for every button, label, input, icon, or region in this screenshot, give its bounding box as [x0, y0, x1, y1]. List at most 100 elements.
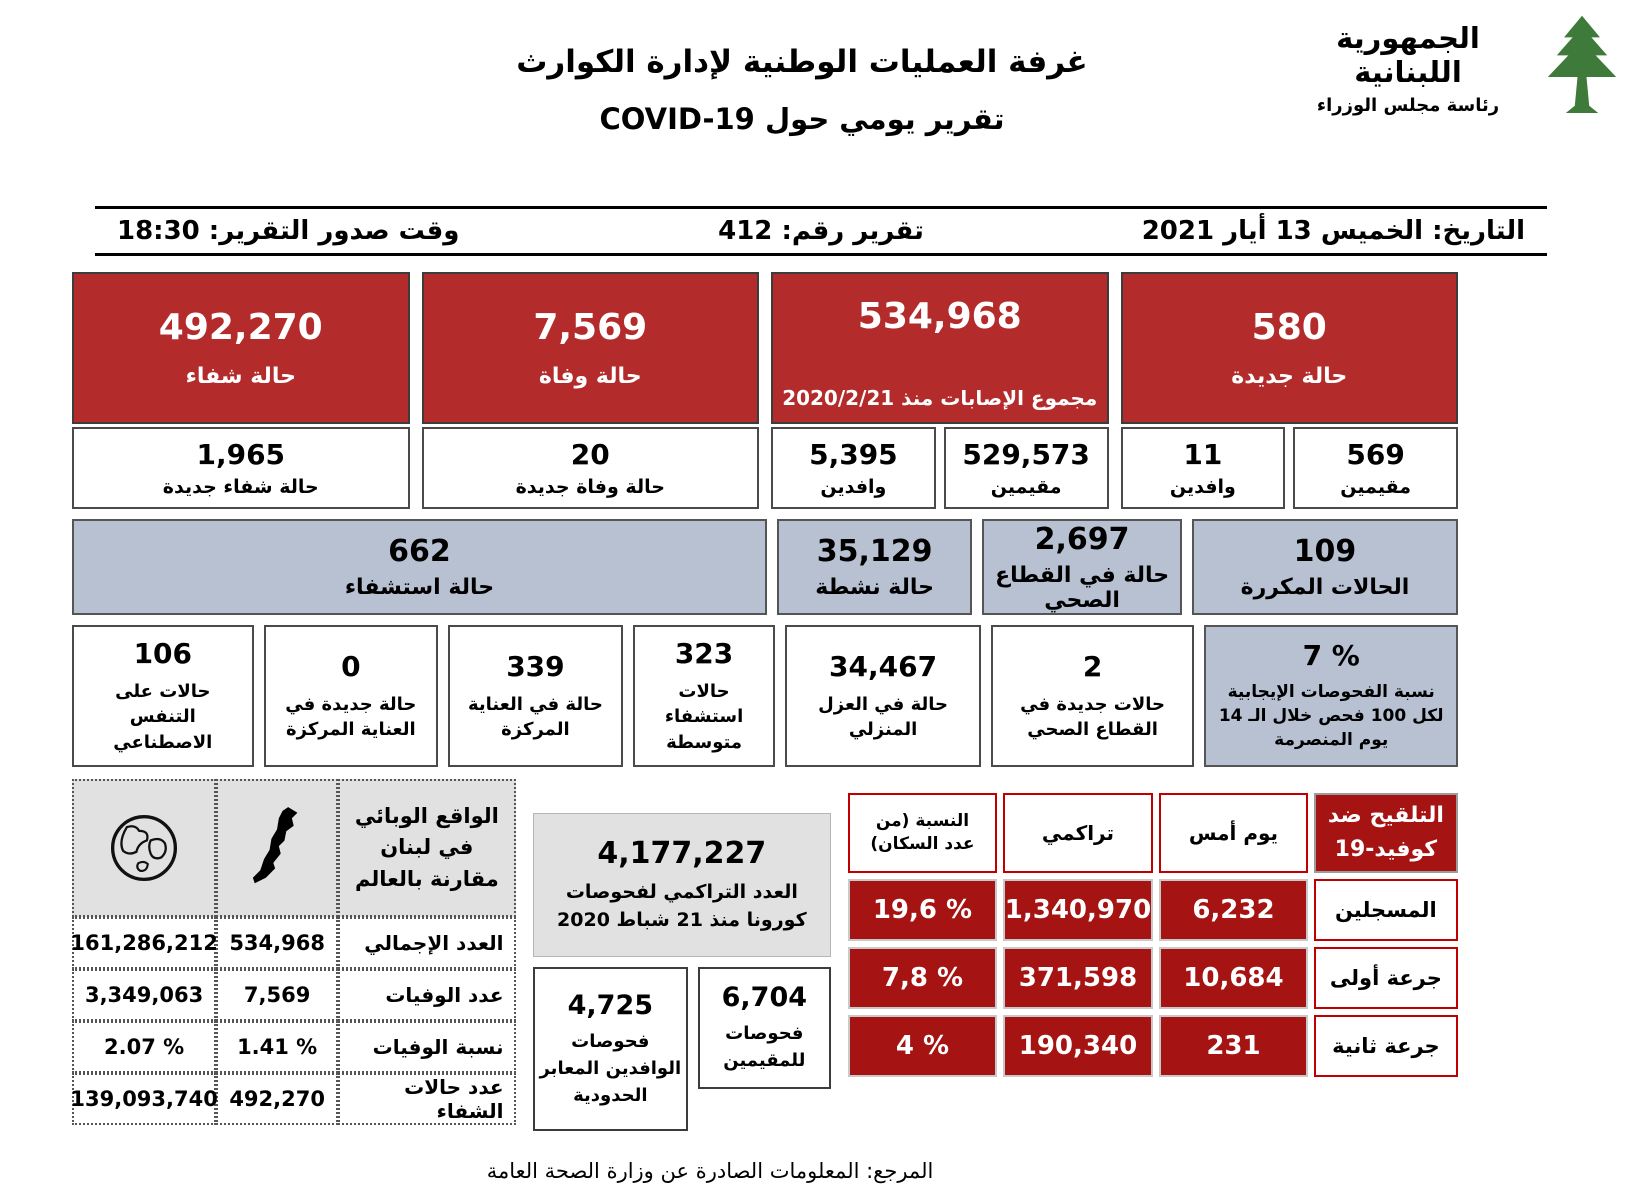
comparison-total-world: 161,286,212: [70, 917, 218, 969]
total-cases-card: 534,968 مجموع الإصابات منذ 2020/2/21: [771, 272, 1109, 424]
world-comparison-table: الواقع الوبائي في لبنان مقارنة بالعالم: [70, 779, 516, 1125]
icu-box: 339 حالة في العناية المركزة: [448, 625, 623, 767]
comparison-total-lebanon: 534,968: [216, 917, 339, 969]
icu-label: حالة في العناية المركزة: [468, 693, 603, 740]
new-cases-arrivals-label: وافدين: [1169, 476, 1236, 498]
arrival-tests-label: فحوصات الوافدين المعابر الحدودية: [539, 1030, 682, 1106]
logo-text: الجمهورية اللبنانية رئاسة مجلس الوزراء: [1288, 21, 1528, 116]
new-health-sector-box: 2 حالات جديدة في القطاع الصحي: [990, 625, 1195, 767]
resident-tests-value: 6,704: [721, 982, 808, 1013]
comparison-recovered-world: 139,093,740: [70, 1073, 218, 1125]
ventilated-box: 106 حالات على التنفس الاصطناعي: [72, 625, 254, 767]
vaccination-table: التلقيح ضد كوفيد-19 يوم أمس تراكمي النسب…: [848, 793, 1458, 1077]
vaccination-row-first-dose-label: جرعة أولى: [1313, 947, 1458, 1009]
new-recovered-label: حالة شفاء جديدة: [162, 476, 319, 498]
report-header: الجمهورية اللبنانية رئاسة مجلس الوزراء غ…: [0, 0, 1642, 196]
new-cases-breakdown: 569 مقيمين 11 وافدين: [1120, 427, 1458, 509]
vaccination-first-dose-cumulative: 371,598: [1002, 947, 1154, 1009]
deaths-card: 7,569 حالة وفاة: [421, 272, 759, 424]
total-arrivals-label: وافدين: [820, 476, 887, 498]
home-isolation-label: حالة في العزل المنزلي: [818, 693, 948, 740]
new-recovered-value: 1,965: [196, 438, 286, 471]
report-number: تقرير رقم: 412: [718, 216, 924, 246]
total-cases-breakdown: 529,573 مقيمين 5,395 وافدين: [771, 427, 1109, 509]
home-isolation-value: 34,467: [829, 649, 938, 683]
total-cases-column: 534,968 مجموع الإصابات منذ 2020/2/21 529…: [771, 272, 1109, 509]
report-body: 580 حالة جديدة 569 مقيمين 11 وافدين 5: [70, 272, 1458, 1131]
org-name: الجمهورية اللبنانية: [1336, 20, 1481, 89]
detail-row: 7 % نسبة الفحوصات الإيجابية لكل 100 فحص …: [72, 625, 1458, 767]
status-row: 109 الحالات المكررة 2,697 حالة في القطاع…: [72, 519, 1458, 615]
new-deaths-label: حالة وفاة جديدة: [515, 476, 665, 498]
vaccination-registered-yesterday: 6,232: [1159, 879, 1308, 941]
new-cases-arrivals-value: 11: [1183, 438, 1223, 471]
positivity-rate-label: نسبة الفحوصات الإيجابية لكل 100 فحص خلال…: [1218, 682, 1444, 750]
home-isolation-box: 34,467 حالة في العزل المنزلي: [785, 625, 981, 767]
comparison-recovered-label: عدد حالات الشفاء: [338, 1073, 516, 1125]
comparison-death-rate-world: 2.07 %: [72, 1021, 217, 1073]
repeated-cases-label: الحالات المكررة: [1240, 575, 1410, 600]
total-arrivals-value: 5,395: [809, 438, 898, 471]
summary-cards-row: 580 حالة جديدة 569 مقيمين 11 وافدين 5: [72, 272, 1458, 509]
total-residents-label: مقيمين: [990, 476, 1062, 498]
repeated-cases-box: 109 الحالات المكررة: [1191, 519, 1458, 615]
new-cases-residents-label: مقيمين: [1340, 476, 1412, 498]
new-cases-card: 580 حالة جديدة: [1120, 272, 1458, 424]
deaths-label: حالة وفاة: [538, 364, 642, 389]
new-health-sector-label: حالات جديدة في القطاع الصحي: [1020, 693, 1166, 740]
report-meta-bar: التاريخ: الخميس 13 أيار 2021 تقرير رقم: …: [95, 206, 1547, 256]
total-cases-label: مجموع الإصابات منذ 2020/2/21: [782, 386, 1098, 410]
cumulative-tests-label: العدد التراكمي لفحوصات كورونا منذ 21 شبا…: [557, 880, 807, 932]
comparison-death-rate-label: نسبة الوفيات: [338, 1021, 516, 1073]
globe-icon: [111, 814, 178, 882]
active-cases-value: 35,129: [816, 534, 933, 569]
positivity-rate-value: 7 %: [1302, 639, 1360, 673]
positivity-rate-box: 7 % نسبة الفحوصات الإيجابية لكل 100 فحص …: [1204, 625, 1458, 767]
new-health-sector-value: 2: [1082, 649, 1103, 683]
comparison-death-rate-lebanon: 1.41 %: [216, 1021, 339, 1073]
comparison-title: الواقع الوبائي في لبنان مقارنة بالعالم: [354, 803, 499, 891]
vaccination-col-yesterday: يوم أمس: [1159, 793, 1308, 873]
reference-footer: المرجع: المعلومات الصادرة عن وزارة الصحة…: [0, 1159, 1420, 1183]
deaths-breakdown: 20 حالة وفاة جديدة: [421, 427, 759, 509]
deaths-value: 7,569: [533, 307, 648, 348]
total-residents-value: 529,573: [962, 438, 1090, 471]
new-icu-value: 0: [341, 649, 361, 683]
vaccination-title: التلقيح ضد كوفيد-19: [1313, 793, 1458, 873]
recovered-label: حالة شفاء: [185, 364, 296, 389]
arrival-tests-value: 4,725: [567, 989, 654, 1021]
vaccination-first-dose-percent: 7,8 %: [848, 947, 997, 1009]
deaths-column: 7,569 حالة وفاة 20 حالة وفاة جديدة: [421, 272, 759, 509]
tests-breakdown: 6,704 فحوصات للمقيمين 4,725 فحوصات الواف…: [532, 967, 831, 1131]
vaccination-row-second-dose-label: جرعة ثانية: [1313, 1015, 1458, 1077]
new-cases-label: حالة جديدة: [1231, 364, 1348, 389]
comparison-deaths-world: 3,349,063: [72, 969, 217, 1021]
comparison-world-cell: [72, 779, 217, 917]
new-cases-residents-value: 569: [1346, 438, 1405, 471]
comparison-deaths-label: عدد الوفيات: [338, 969, 516, 1021]
ventilated-value: 106: [133, 637, 193, 671]
new-icu-label: حالة جديدة في العناية المركزة: [285, 693, 417, 740]
comparison-recovered-lebanon: 492,270: [216, 1073, 339, 1125]
moderate-hospital-box: 323 حالات استشفاء متوسطة: [632, 625, 776, 767]
total-residents-card: 529,573 مقيمين: [943, 427, 1109, 509]
cedar-tree-icon: [1547, 15, 1617, 113]
hospitalized-box: 662 حالة استشفاء: [72, 519, 767, 615]
total-arrivals-card: 5,395 وافدين: [771, 427, 936, 509]
new-cases-column: 580 حالة جديدة 569 مقيمين 11 وافدين: [1120, 272, 1458, 509]
bottom-section: التلقيح ضد كوفيد-19 يوم أمس تراكمي النسب…: [70, 779, 1458, 1131]
health-sector-cases-value: 2,697: [1034, 521, 1130, 557]
report-issue-time: وقت صدور التقرير: 18:30: [116, 216, 460, 246]
new-recovered-card: 1,965 حالة شفاء جديدة: [72, 427, 410, 509]
cumulative-tests-value: 4,177,227: [597, 835, 767, 871]
health-sector-cases-label: حالة في القطاع الصحي: [995, 562, 1170, 613]
ventilated-label: حالات على التنفس الاصطناعي: [113, 681, 213, 753]
comparison-deaths-lebanon: 7,569: [216, 969, 339, 1021]
vaccination-second-dose-percent: 4 %: [848, 1015, 997, 1077]
comparison-title-cell: الواقع الوبائي في لبنان مقارنة بالعالم: [338, 779, 516, 917]
recovered-card: 492,270 حالة شفاء: [72, 272, 410, 424]
reference-text: المرجع: المعلومات الصادرة عن وزارة الصحة…: [486, 1159, 934, 1183]
recovered-value: 492,270: [158, 307, 323, 348]
hospitalized-value: 662: [388, 534, 451, 569]
